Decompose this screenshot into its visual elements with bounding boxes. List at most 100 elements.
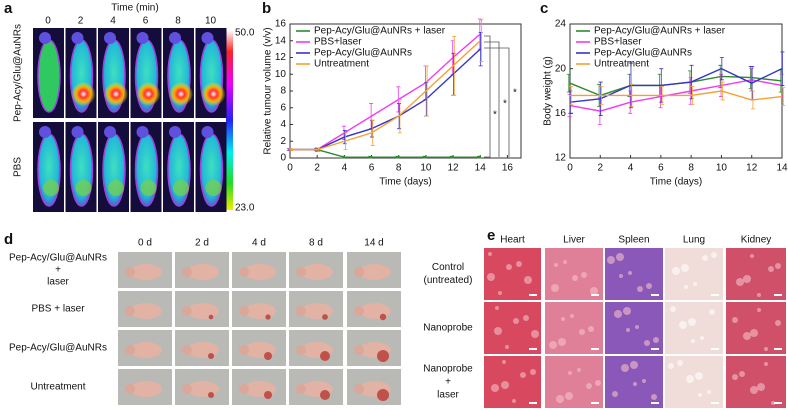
y-tick-label: 12 [275,52,287,63]
tissue-texture [561,317,565,321]
tissue-texture [579,329,585,335]
tissue-texture [635,325,639,329]
tissue-texture [732,317,738,323]
tissue-texture [670,306,676,312]
time-label: 6 [143,16,149,27]
mouse-thermal [37,39,61,113]
legend-label: Untreatment [594,59,649,70]
legend-label: Untreatment [314,59,369,70]
colorbar-min: 23.0 [235,203,255,214]
tissue-texture [628,271,632,275]
tumor [264,391,272,399]
tumor-spot [75,180,92,196]
mouse-head [296,306,306,316]
mouse-head [182,306,192,316]
tissue-texture [513,318,519,324]
scale-bar [774,348,782,350]
mouse-head [125,345,135,355]
legend-label: PBS+laser [314,37,362,48]
x-tick-label: 12 [447,163,459,174]
tissue-texture [586,383,592,389]
tissue-texture [487,273,495,281]
tissue-texture [626,328,630,332]
x-tick-label: 8 [396,163,402,174]
y-axis-title: Relative tumour volume (v/v) [263,27,274,154]
tissue-texture [743,275,751,283]
error-bar [478,31,483,67]
tumor-spot [108,180,124,196]
hot-spot [136,82,161,106]
x-tick-label: 0 [287,163,293,174]
tissue-texture [684,285,688,289]
x-tick-label: 2 [314,163,320,174]
tumor [208,314,214,320]
tissue-texture [637,286,643,292]
panel-label: d [4,231,13,248]
x-tick-label: 8 [688,163,694,174]
x-tick-label: 14 [475,163,487,174]
y-tick-label: 10 [275,69,287,80]
row-label: + [55,265,61,276]
error-bar [780,51,785,86]
mouse-head [296,345,306,355]
hot-spot [169,82,193,106]
tissue-texture [651,394,657,400]
tissue-texture [646,283,652,289]
x-axis-title: Time (days) [650,177,702,188]
mouse-head [169,126,181,138]
tissue-texture [623,307,631,315]
tumor [377,350,389,362]
significance-star: * [513,88,517,99]
scale-bar [711,348,719,350]
scale-bar [529,348,537,350]
tissue-texture [691,339,695,343]
tissue-texture [488,252,492,256]
x-tick-label: 6 [369,163,375,174]
tissue-texture [506,264,512,270]
tissue-texture [590,287,598,295]
tissue-texture [577,368,581,372]
tissue-texture [523,315,529,321]
row-label: Untreatment [30,382,85,393]
tumor [322,314,328,320]
x-tick-label: 6 [658,163,664,174]
organ-label: Lung [683,235,705,246]
tumor [320,390,330,400]
tissue-texture [686,375,694,383]
tissue-texture [672,267,680,275]
panel-label: e [487,227,495,244]
tissue-texture [616,253,624,261]
y-tick-label: 8 [280,86,286,97]
x-tick-label: 10 [716,163,728,174]
scale-bar [651,294,659,296]
tissue-texture [688,318,696,326]
mouse-body [359,264,391,280]
tumor [320,351,330,361]
histology-image [665,356,723,408]
legend-label: Pep-Acy/Glu@AuNRs [314,48,412,59]
histology-image [726,302,786,354]
mouse-head [354,306,364,316]
y-tick-label: 20 [555,63,567,74]
tissue-texture [695,372,703,380]
mouse-head [136,126,149,138]
mouse-head [239,384,249,394]
hot-spot [104,82,128,106]
row-label: Pep-Acy/Glu@AuNRs [9,253,107,264]
mouse-head [104,126,116,138]
tissue-texture [554,263,558,267]
tissue-texture [775,320,781,326]
tissue-texture [630,361,638,369]
mouse-head [239,267,249,277]
tissue-texture [551,284,559,292]
tumor [265,314,271,320]
error-bar [479,19,484,63]
mouse-body [187,264,219,280]
histology-image [484,356,541,408]
tumor-spot [173,180,189,196]
mouse-body [130,303,162,319]
histology-image [726,248,786,300]
y-tick-label: 0 [280,153,286,164]
tissue-texture [702,255,708,261]
